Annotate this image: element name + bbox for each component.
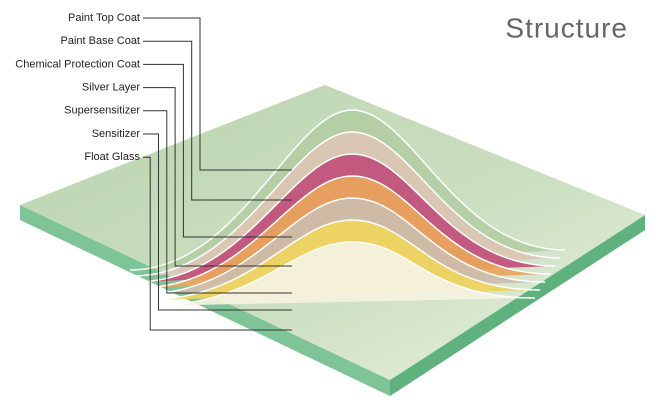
layer-edge	[129, 109, 566, 271]
layer-bands	[129, 109, 566, 307]
layer-edge	[141, 197, 546, 295]
glass-edge-right	[390, 215, 645, 396]
leader-line	[143, 87, 292, 267]
layer-edge	[132, 131, 561, 277]
layer-edge	[138, 175, 551, 289]
layer-edge	[147, 241, 536, 307]
layer-label: Supersensitizer	[64, 105, 140, 117]
layer-label: Float Glass	[84, 151, 140, 163]
leader-line	[143, 17, 292, 171]
leader-line	[143, 63, 292, 238]
leader-line	[143, 133, 292, 311]
layer-band	[148, 242, 535, 306]
layer-label: Sensitizer	[92, 128, 141, 140]
layer-edge	[144, 219, 541, 301]
title: Structure	[505, 12, 628, 43]
leader-line	[143, 156, 292, 331]
leader-line	[143, 110, 292, 294]
layer-label: Chemical Protection Coat	[15, 58, 140, 70]
layer-edge	[135, 153, 556, 283]
layer-label: Silver Layer	[82, 82, 140, 94]
leader-lines: Paint Top Coat Paint Base Coat Chemical Pr…	[15, 12, 292, 331]
layer-label: Paint Base Coat	[61, 35, 141, 47]
layer-label: Paint Top Coat	[68, 12, 140, 24]
leader-line	[143, 40, 292, 201]
